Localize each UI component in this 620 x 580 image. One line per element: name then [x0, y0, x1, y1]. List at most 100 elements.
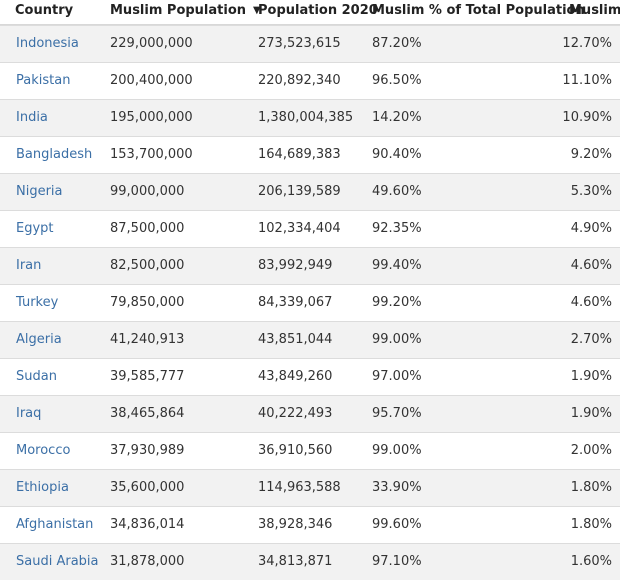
- cell-muslim-pct: 97.00%: [372, 369, 422, 384]
- cell-population-2020: 114,963,588: [258, 480, 341, 495]
- cell-country: Saudi Arabia: [16, 544, 99, 580]
- cell-muslim-share: 1.90%: [570, 406, 612, 421]
- header-muslim-share[interactable]: Muslim: [569, 3, 620, 18]
- country-link[interactable]: Bangladesh: [16, 147, 93, 162]
- country-link[interactable]: Turkey: [16, 295, 59, 310]
- table-row: Saudi Arabia 31,878,000 34,813,871 97.10% 1.…: [0, 543, 620, 580]
- table-row: Ethiopia 35,600,000 114,963,588 33.90% 1.80%: [0, 469, 620, 506]
- table-row: Nigeria 99,000,000 206,139,589 49.60% 5.30%: [0, 173, 620, 210]
- table-row: Morocco 37,930,989 36,910,560 99.00% 2.00%: [0, 432, 620, 469]
- cell-muslim-share: 10.90%: [562, 110, 612, 125]
- header-country[interactable]: Country: [15, 3, 74, 18]
- cell-muslim-share: 4.60%: [570, 295, 612, 310]
- table-header: Country Muslim Population ▼ Population 20…: [0, 0, 620, 25]
- header-population-2020[interactable]: Population 2020: [258, 3, 378, 18]
- cell-country: Iran: [16, 248, 41, 284]
- caret-down-icon[interactable]: ▼: [253, 5, 261, 16]
- cell-country: Indonesia: [16, 26, 79, 62]
- cell-muslim-population: 153,700,000: [110, 147, 193, 162]
- cell-muslim-pct: 90.40%: [372, 147, 422, 162]
- table-row: Afghanistan 34,836,014 38,928,346 99.60% 1.8…: [0, 506, 620, 543]
- table-row: India 195,000,000 1,380,004,385 14.20% 10.90…: [0, 99, 620, 136]
- cell-muslim-population: 34,836,014: [110, 517, 185, 532]
- cell-muslim-share: 1.80%: [570, 517, 612, 532]
- table-row: Turkey 79,850,000 84,339,067 99.20% 4.60%: [0, 284, 620, 321]
- cell-muslim-pct: 99.00%: [372, 332, 422, 347]
- cell-muslim-share: 1.60%: [570, 554, 612, 569]
- cell-country: Turkey: [16, 285, 58, 321]
- cell-country: Ethiopia: [16, 470, 69, 506]
- cell-muslim-share: 2.70%: [570, 332, 612, 347]
- cell-muslim-share: 5.30%: [570, 184, 612, 199]
- table-row: Sudan 39,585,777 43,849,260 97.00% 1.90%: [0, 358, 620, 395]
- cell-population-2020: 84,339,067: [258, 295, 333, 310]
- cell-muslim-pct: 92.35%: [372, 221, 422, 236]
- country-link[interactable]: Algeria: [16, 332, 62, 347]
- cell-country: India: [16, 100, 48, 136]
- header-muslim-population[interactable]: Muslim Population ▼: [110, 0, 261, 24]
- country-link[interactable]: Sudan: [16, 369, 57, 384]
- cell-country: Egypt: [16, 211, 54, 247]
- cell-muslim-pct: 33.90%: [372, 480, 422, 495]
- cell-country: Nigeria: [16, 174, 63, 210]
- cell-population-2020: 38,928,346: [258, 517, 333, 532]
- cell-population-2020: 34,813,871: [258, 554, 333, 569]
- cell-muslim-pct: 96.50%: [372, 73, 422, 88]
- cell-population-2020: 102,334,404: [258, 221, 341, 236]
- cell-country: Algeria: [16, 322, 62, 358]
- country-link[interactable]: Iran: [16, 258, 42, 273]
- cell-muslim-pct: 99.00%: [372, 443, 422, 458]
- cell-muslim-population: 35,600,000: [110, 480, 185, 495]
- country-link[interactable]: Afghanistan: [16, 517, 94, 532]
- cell-muslim-share: 4.90%: [570, 221, 612, 236]
- cell-muslim-pct: 87.20%: [372, 36, 422, 51]
- country-link[interactable]: Egypt: [16, 221, 54, 236]
- table-row: Bangladesh 153,700,000 164,689,383 90.40% 9.…: [0, 136, 620, 173]
- cell-population-2020: 1,380,004,385: [258, 110, 354, 125]
- table-row: Algeria 41,240,913 43,851,044 99.00% 2.70%: [0, 321, 620, 358]
- cell-muslim-share: 2.00%: [570, 443, 612, 458]
- cell-muslim-population: 37,930,989: [110, 443, 185, 458]
- cell-muslim-pct: 99.60%: [372, 517, 422, 532]
- table-row: Iraq 38,465,864 40,222,493 95.70% 1.90%: [0, 395, 620, 432]
- cell-muslim-pct: 97.10%: [372, 554, 422, 569]
- cell-muslim-population: 195,000,000: [110, 110, 193, 125]
- cell-muslim-population: 31,878,000: [110, 554, 185, 569]
- cell-population-2020: 206,139,589: [258, 184, 341, 199]
- cell-muslim-population: 99,000,000: [110, 184, 185, 199]
- header-muslim-pct[interactable]: Muslim % of Total Population: [372, 3, 585, 18]
- cell-muslim-population: 200,400,000: [110, 73, 193, 88]
- cell-population-2020: 164,689,383: [258, 147, 341, 162]
- cell-population-2020: 43,849,260: [258, 369, 333, 384]
- cell-muslim-population: 229,000,000: [110, 36, 193, 51]
- header-muslim-population-label: Muslim Population: [110, 3, 247, 18]
- cell-muslim-share: 1.90%: [570, 369, 612, 384]
- cell-muslim-share: 4.60%: [570, 258, 612, 273]
- cell-muslim-pct: 95.70%: [372, 406, 422, 421]
- cell-country: Bangladesh: [16, 137, 92, 173]
- country-link[interactable]: Saudi Arabia: [16, 554, 99, 569]
- cell-country: Sudan: [16, 359, 57, 395]
- country-link[interactable]: Nigeria: [16, 184, 63, 199]
- cell-population-2020: 43,851,044: [258, 332, 333, 347]
- cell-muslim-pct: 14.20%: [372, 110, 422, 125]
- cell-muslim-population: 82,500,000: [110, 258, 185, 273]
- cell-country: Morocco: [16, 433, 70, 469]
- table-row: Egypt 87,500,000 102,334,404 92.35% 4.90%: [0, 210, 620, 247]
- cell-country: Pakistan: [16, 63, 70, 99]
- country-link[interactable]: Morocco: [16, 443, 71, 458]
- country-link[interactable]: Ethiopia: [16, 480, 69, 495]
- cell-muslim-share: 11.10%: [562, 73, 612, 88]
- country-link[interactable]: India: [16, 110, 48, 125]
- country-link[interactable]: Pakistan: [16, 73, 71, 88]
- cell-muslim-pct: 99.40%: [372, 258, 422, 273]
- table-row: Iran 82,500,000 83,992,949 99.40% 4.60%: [0, 247, 620, 284]
- country-link[interactable]: Indonesia: [16, 36, 79, 51]
- country-link[interactable]: Iraq: [16, 406, 42, 421]
- cell-muslim-share: 9.20%: [570, 147, 612, 162]
- cell-muslim-population: 79,850,000: [110, 295, 185, 310]
- cell-country: Iraq: [16, 396, 41, 432]
- cell-muslim-population: 39,585,777: [110, 369, 185, 384]
- cell-population-2020: 273,523,615: [258, 36, 341, 51]
